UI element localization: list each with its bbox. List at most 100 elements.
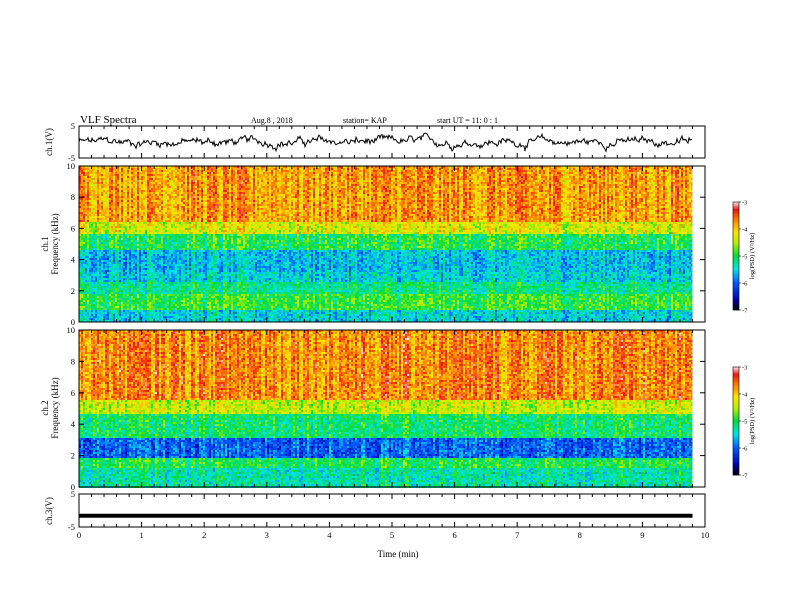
spectrogram-cell bbox=[323, 168, 325, 170]
spectrogram-cell bbox=[447, 168, 449, 170]
spectrogram-cell bbox=[631, 168, 633, 170]
spectrogram-cell bbox=[273, 170, 275, 172]
spectrogram-cell bbox=[217, 170, 219, 172]
spectrogram-cell bbox=[487, 168, 489, 170]
spectrogram-cell bbox=[151, 168, 153, 170]
spectrogram-cell bbox=[107, 168, 109, 170]
spectrogram-cell bbox=[237, 170, 239, 172]
spectrogram-cell bbox=[559, 168, 561, 170]
spectrogram-cell bbox=[519, 170, 521, 172]
spectrogram-cell bbox=[193, 170, 195, 172]
spectrogram-cell bbox=[271, 170, 273, 172]
spectrogram-cell bbox=[367, 170, 369, 172]
spectrogram-cell bbox=[171, 170, 173, 172]
spectrogram-cell bbox=[353, 170, 355, 172]
spectrogram-cell bbox=[187, 170, 189, 172]
spectrogram-cell bbox=[249, 168, 251, 170]
spectrogram-cell bbox=[359, 168, 361, 170]
spectrogram-cell bbox=[137, 170, 139, 172]
spectrogram-cell bbox=[109, 170, 111, 172]
spectrogram-cell bbox=[213, 168, 215, 170]
spectrogram-cell bbox=[521, 168, 523, 170]
spectrogram-cell bbox=[623, 168, 625, 170]
spectrogram-cell bbox=[233, 168, 235, 170]
spectrogram-cell bbox=[317, 170, 319, 172]
spectrogram-cell bbox=[305, 168, 307, 170]
ch1-spectrogram-panel: 0246810 ch.1 Frequency (kHz) bbox=[40, 161, 705, 327]
spectrogram-cell bbox=[349, 168, 351, 170]
spectrogram-cell bbox=[193, 168, 195, 170]
spectrogram-cell bbox=[117, 168, 119, 170]
spectrogram-cell bbox=[589, 168, 591, 170]
spectrogram-cell bbox=[249, 170, 251, 172]
spectrogram-cell bbox=[481, 170, 483, 172]
spectrogram-cell bbox=[355, 170, 357, 172]
spectrogram-cell bbox=[285, 168, 287, 170]
spectrogram-cell bbox=[289, 170, 291, 172]
spectrogram-cell bbox=[257, 168, 259, 170]
spectrogram-cell bbox=[559, 170, 561, 172]
spectrogram-cell bbox=[301, 168, 303, 170]
spectrogram-cell bbox=[291, 170, 293, 172]
spectrogram-cell bbox=[207, 168, 209, 170]
spectrogram-cell bbox=[321, 168, 323, 170]
spectrogram-cell bbox=[87, 170, 89, 172]
spectrogram-cell bbox=[279, 170, 281, 172]
spectrogram-cell bbox=[187, 168, 189, 170]
spectrogram-cell bbox=[683, 168, 685, 170]
spectrogram-cell bbox=[283, 168, 285, 170]
spectrogram-cell bbox=[263, 170, 265, 172]
spectrogram-cell bbox=[621, 168, 623, 170]
spectrogram-cell bbox=[399, 170, 401, 172]
spectrogram-cell bbox=[669, 168, 671, 170]
spectrogram-cell bbox=[661, 168, 663, 170]
spectrogram-cell bbox=[613, 168, 615, 170]
spectrogram-cell bbox=[343, 168, 345, 170]
spectrogram-cell bbox=[325, 168, 327, 170]
spectrogram-cell bbox=[635, 168, 637, 170]
spectrogram-cell bbox=[361, 168, 363, 170]
spectrogram-cell bbox=[495, 170, 497, 172]
spectrogram-cell bbox=[175, 168, 177, 170]
spectrogram-cell bbox=[325, 170, 327, 172]
spectrogram-cell bbox=[407, 168, 409, 170]
spectrogram-cell bbox=[473, 170, 475, 172]
spectrogram-cell bbox=[357, 168, 359, 170]
spectrogram-cell bbox=[511, 168, 513, 170]
spectrogram-cell bbox=[103, 170, 105, 172]
spectrogram-cell bbox=[147, 170, 149, 172]
spectrogram-cell bbox=[421, 170, 423, 172]
spectrogram-cell bbox=[331, 170, 333, 172]
spectrogram-cell bbox=[143, 170, 145, 172]
spectrogram-cell bbox=[399, 168, 401, 170]
spectrogram-cell bbox=[597, 168, 599, 170]
spectrogram-cell bbox=[439, 168, 441, 170]
spectrogram-cell bbox=[225, 170, 227, 172]
spectrogram-cell bbox=[363, 168, 365, 170]
spectrogram-cell bbox=[395, 170, 397, 172]
spectrogram-cell bbox=[157, 168, 159, 170]
spectrogram-cell bbox=[463, 170, 465, 172]
spectrogram-cell bbox=[371, 170, 373, 172]
spectrogram-cell bbox=[633, 168, 635, 170]
spectrogram-cell bbox=[289, 168, 291, 170]
spectrogram-cell bbox=[475, 168, 477, 170]
spectrogram-cell bbox=[383, 168, 385, 170]
spectrogram-cell bbox=[379, 170, 381, 172]
spectrogram-cell bbox=[649, 168, 651, 170]
spectrogram-cell bbox=[131, 168, 133, 170]
spectrogram-cell bbox=[459, 170, 461, 172]
spectrogram-cell bbox=[133, 170, 135, 172]
spectrogram-cell bbox=[429, 170, 431, 172]
spectrogram-cell bbox=[507, 168, 509, 170]
spectrogram-cell bbox=[123, 170, 125, 172]
spectrogram-cell bbox=[275, 168, 277, 170]
spectrogram-cell bbox=[437, 168, 439, 170]
spectrogram-cell bbox=[467, 170, 469, 172]
spectrogram-cell bbox=[139, 170, 141, 172]
spectrogram-cell bbox=[551, 170, 553, 172]
spectrogram-cell bbox=[411, 168, 413, 170]
spectrogram-cell bbox=[183, 170, 185, 172]
spectrogram-cell bbox=[615, 168, 617, 170]
spectrogram-cell bbox=[185, 170, 187, 172]
